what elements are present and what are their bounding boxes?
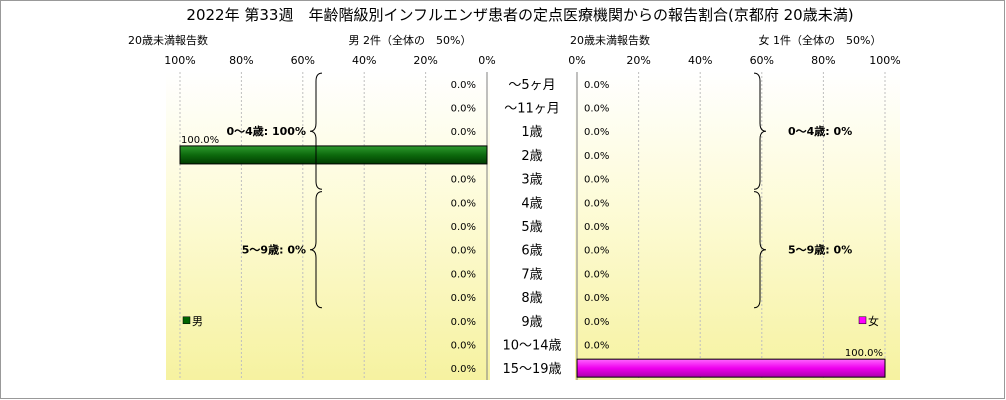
x-tick-label: 0% [568, 54, 585, 67]
x-tick-label: 60% [750, 54, 774, 67]
data-label: 0.0% [584, 222, 609, 233]
bar [179, 145, 488, 165]
data-label: 0.0% [451, 364, 476, 375]
data-label: 0.0% [451, 127, 476, 138]
subtitle-report-count: 20歳未満報告数 [128, 34, 208, 47]
data-label: 0.0% [451, 317, 476, 328]
data-label: 0.0% [584, 340, 609, 351]
x-tick-label: 40% [688, 54, 712, 67]
data-label: 0.0% [584, 317, 609, 328]
data-label: 0.0% [451, 104, 476, 115]
x-tick-label: 20% [413, 54, 437, 67]
category-label: 7歳 [521, 267, 542, 282]
plot-area-male [166, 72, 490, 380]
x-tick-label: 80% [229, 54, 253, 67]
x-tick-label: 80% [811, 54, 835, 67]
data-label: 0.0% [584, 198, 609, 209]
data-label: 0.0% [451, 269, 476, 280]
data-label: 0.0% [584, 175, 609, 186]
data-label: 0.0% [451, 198, 476, 209]
plot-area-female [575, 72, 900, 380]
group-label: 0～4歳: 100% [226, 124, 306, 138]
data-label: 100.0% [845, 348, 883, 359]
group-label: 0～4歳: 0% [788, 124, 852, 138]
data-label: 0.0% [451, 222, 476, 233]
group-brace [753, 72, 767, 190]
x-tick-label: 40% [352, 54, 376, 67]
category-label: 4歳 [521, 196, 542, 211]
subtitle-sex-count: 男 2件（全体の 50%） [349, 33, 472, 47]
data-label: 0.0% [451, 293, 476, 304]
data-label: 0.0% [584, 127, 609, 138]
data-label: 0.0% [584, 246, 609, 257]
data-label: 0.0% [584, 269, 609, 280]
data-label: 0.0% [451, 80, 476, 91]
legend-swatch [858, 316, 867, 325]
data-label: 0.0% [451, 246, 476, 257]
legend-swatch [182, 316, 191, 325]
x-tick-label: 20% [626, 54, 650, 67]
chart-title: 2022年 第33週 年齢階級別インフルエンザ患者の定点医療機関からの報告割合(… [186, 6, 853, 24]
category-label: ～11ヶ月 [504, 102, 560, 117]
x-tick-label: 100% [164, 54, 195, 67]
category-label: 5歳 [521, 220, 542, 235]
group-label: 5～9歳: 0% [242, 243, 306, 257]
data-label: 0.0% [451, 340, 476, 351]
category-label: 3歳 [521, 173, 542, 188]
data-label: 0.0% [584, 151, 609, 162]
category-label: 1歳 [521, 125, 542, 140]
category-label: 15～19歳 [502, 362, 561, 377]
legend-label: 女 [868, 314, 879, 328]
category-label: 8歳 [521, 291, 542, 306]
group-brace [309, 72, 323, 190]
data-label: 0.0% [451, 175, 476, 186]
category-label: 10～14歳 [502, 338, 561, 353]
data-label: 0.0% [584, 293, 609, 304]
category-label: 6歳 [521, 244, 542, 259]
bar [576, 358, 886, 378]
category-label: 2歳 [521, 149, 542, 164]
group-label: 5～9歳: 0% [788, 243, 852, 257]
x-tick-label: 60% [291, 54, 315, 67]
x-tick-label: 100% [869, 54, 900, 67]
subtitle-sex-count: 女 1件（全体の 50%） [759, 33, 882, 47]
subtitle-report-count: 20歳未満報告数 [570, 34, 650, 47]
category-label: 9歳 [521, 315, 542, 330]
data-label: 0.0% [584, 104, 609, 115]
group-brace [309, 191, 323, 309]
data-label: 0.0% [584, 80, 609, 91]
category-label: ～5ヶ月 [508, 78, 555, 93]
data-label: 100.0% [181, 135, 219, 146]
group-brace [753, 191, 767, 309]
legend-label: 男 [192, 315, 203, 328]
x-tick-label: 0% [478, 54, 495, 67]
